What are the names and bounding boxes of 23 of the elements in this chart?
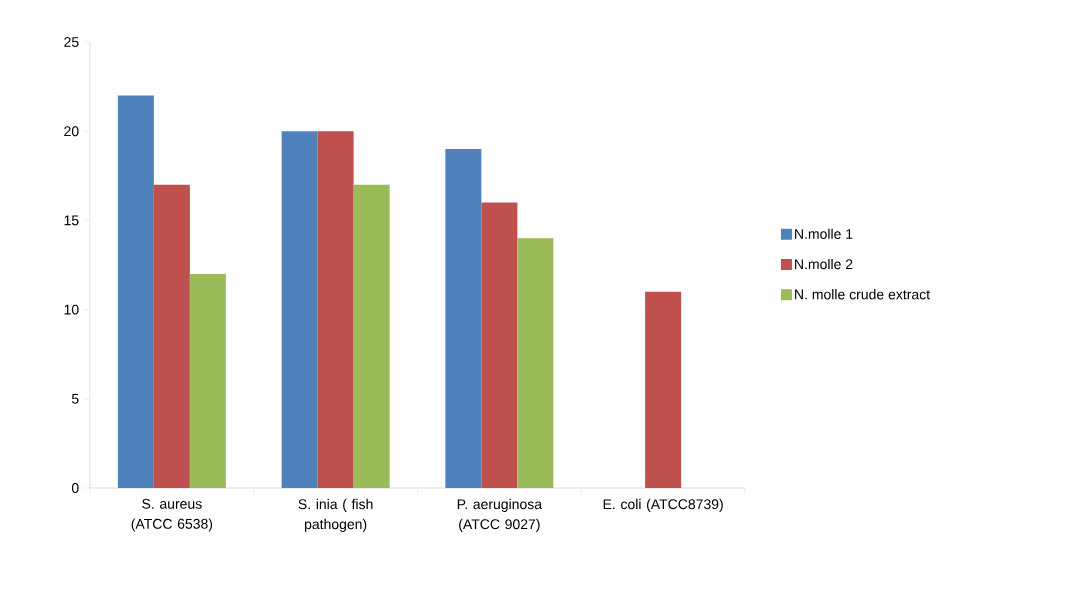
x-tick-label: S. inia ( fish pathogen) [298, 498, 373, 532]
bar [189, 273, 226, 488]
legend-label: N. molle crude extract [795, 289, 930, 300]
legend-label: N.molle 2 [795, 258, 853, 270]
y-tick-label: 25 [64, 37, 79, 47]
y-tick-label: 5 [71, 393, 79, 404]
bar [117, 95, 154, 488]
bar [645, 291, 682, 488]
bar [445, 149, 482, 488]
y-tick-label: 0 [71, 483, 79, 493]
bar [153, 184, 190, 488]
y-tick-label: 15 [64, 215, 79, 226]
bar [353, 184, 390, 488]
bar [281, 131, 318, 488]
legend-label: N.molle 1 [795, 228, 853, 239]
bar [517, 238, 554, 488]
x-tick-label: E. coli (ATCC8739) [603, 498, 723, 512]
x-tick-label: P. aeruginosa (ATCC 9027) [457, 498, 543, 532]
y-tick-label: 20 [64, 126, 79, 137]
bar [317, 131, 354, 488]
bar [481, 202, 518, 488]
x-tick-label: S. aureus (ATCC 6538) [131, 498, 213, 532]
y-tick-label: 10 [64, 304, 79, 315]
